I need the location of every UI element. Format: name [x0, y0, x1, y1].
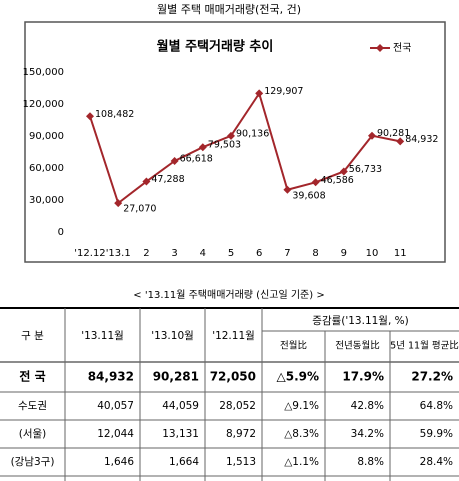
marker	[142, 177, 151, 186]
data-label: 79,503	[208, 140, 241, 151]
marker	[396, 137, 405, 146]
table-cell: (서울)	[19, 428, 47, 440]
table-cell: 84,932	[88, 370, 134, 384]
x-tick-label: 8	[312, 248, 318, 259]
page-title: 월별 주택 매매거래량(전국, 건)	[157, 3, 301, 16]
marker	[86, 112, 94, 121]
table-cell: 8,972	[226, 428, 256, 440]
x-tick-label: '13.1	[106, 248, 131, 259]
table-header: '12.11월	[212, 330, 255, 342]
data-label: 90,281	[377, 128, 410, 139]
table-cell: △5.9%	[276, 370, 319, 384]
chart-title: 월별 주택거래량 추이	[157, 39, 274, 55]
table-cell: 44,059	[162, 400, 199, 412]
table-cell: 28,052	[219, 400, 256, 412]
table-caption: < '13.11월 주택매매거래량 (신고일 기준) >	[133, 289, 324, 301]
marker	[339, 167, 348, 176]
table-header: 증감률('13.11월, %)	[312, 315, 408, 327]
table-cell: 8.8%	[357, 456, 384, 468]
chart-frame	[24, 21, 446, 263]
x-tick-label: 10	[366, 248, 379, 259]
table-cell: 59.9%	[420, 428, 453, 440]
data-label: 27,070	[123, 204, 156, 215]
data-label: 66,618	[180, 153, 213, 164]
table-cell: 17.9%	[342, 370, 384, 384]
x-tick-label: 9	[341, 248, 347, 259]
table-cell: 40,057	[97, 400, 134, 412]
table-header: '13.11월	[81, 330, 124, 342]
table-cell: 12,044	[97, 428, 134, 440]
x-tick-label: 7	[284, 248, 290, 259]
table-subheader: 5년 11월 평균比	[390, 340, 459, 352]
data-label: 39,608	[292, 190, 325, 201]
y-tick-label: 150,000	[23, 67, 64, 78]
x-tick-label: '12.12	[74, 248, 105, 259]
marker	[170, 156, 179, 165]
table-cell: 90,281	[153, 370, 199, 384]
x-tick-label: 4	[200, 248, 206, 259]
data-label: 108,482	[95, 109, 134, 120]
table-cell: 수도권	[18, 400, 47, 412]
marker	[114, 199, 123, 208]
data-label: 47,288	[151, 174, 184, 185]
marker	[311, 178, 320, 187]
y-tick-label: 90,000	[29, 131, 64, 142]
table-cell: △9.1%	[284, 400, 319, 412]
legend-marker	[376, 44, 384, 52]
x-tick-label: 2	[143, 248, 149, 259]
table-cell: 1,664	[169, 456, 199, 468]
marker	[368, 131, 376, 140]
x-tick-label: 3	[171, 248, 177, 259]
marker	[283, 185, 292, 194]
table-cell: 1,513	[226, 456, 256, 468]
table-cell: 42.8%	[351, 400, 384, 412]
table-cell: △8.3%	[284, 428, 319, 440]
table-cell: 13,131	[162, 428, 199, 440]
table-cell: (강남3구)	[11, 456, 55, 468]
table-cell: 1,646	[104, 456, 134, 468]
marker	[255, 89, 264, 98]
data-label: 90,136	[236, 128, 269, 139]
marker	[198, 143, 207, 152]
legend-label: 전국	[393, 42, 411, 54]
y-tick-label: 120,000	[23, 99, 64, 110]
table-subheader: 전월比	[280, 340, 307, 352]
table-cell: 72,050	[210, 370, 256, 384]
table-cell: △1.1%	[284, 456, 319, 468]
table-cell: 28.4%	[420, 456, 453, 468]
table-cell: 64.8%	[420, 400, 453, 412]
table-cell: 27.2%	[411, 370, 453, 384]
y-tick-label: 0	[58, 227, 64, 238]
table-cell: 전 국	[19, 369, 45, 384]
x-tick-label: 11	[394, 248, 407, 259]
table-cell: 34.2%	[351, 428, 384, 440]
x-tick-label: 6	[256, 248, 262, 259]
y-tick-label: 60,000	[29, 163, 64, 174]
data-label: 46,586	[321, 175, 354, 186]
table-subheader: 전년동월比	[335, 340, 379, 352]
marker	[227, 131, 235, 140]
table-header: 구 분	[21, 330, 44, 342]
data-label: 129,907	[264, 86, 303, 97]
data-label: 84,932	[405, 134, 438, 145]
series-line	[89, 91, 401, 205]
y-tick-label: 30,000	[29, 195, 64, 206]
x-tick-label: 5	[228, 248, 234, 259]
table-header: '13.10월	[151, 330, 194, 342]
data-label: 56,733	[349, 164, 382, 175]
